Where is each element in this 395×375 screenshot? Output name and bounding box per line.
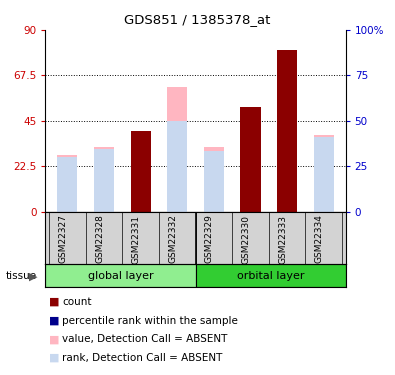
Bar [94, 149, 114, 212]
Text: GSM22327: GSM22327 [58, 214, 68, 263]
Text: percentile rank within the sample: percentile rank within the sample [62, 316, 238, 326]
Bar [204, 151, 224, 212]
Bar [94, 147, 114, 212]
Text: GSM22334: GSM22334 [315, 214, 324, 263]
Text: GSM22333: GSM22333 [278, 214, 287, 264]
Text: GDS851 / 1385378_at: GDS851 / 1385378_at [124, 13, 271, 26]
Bar [277, 50, 297, 212]
Bar [167, 87, 187, 212]
Text: orbital layer: orbital layer [237, 271, 304, 280]
Text: ■: ■ [49, 297, 60, 307]
Text: ▶: ▶ [28, 272, 37, 281]
Text: GSM22328: GSM22328 [95, 214, 104, 263]
Bar [130, 135, 150, 212]
Bar [130, 131, 150, 212]
Bar [57, 155, 77, 212]
Bar [167, 121, 187, 212]
Text: GSM22329: GSM22329 [205, 214, 214, 263]
Bar [196, 264, 346, 287]
Bar [204, 147, 224, 212]
Text: GSM22332: GSM22332 [168, 214, 177, 263]
Bar [57, 158, 77, 212]
Bar [277, 121, 297, 212]
Text: value, Detection Call = ABSENT: value, Detection Call = ABSENT [62, 334, 228, 344]
Text: global layer: global layer [88, 271, 153, 280]
Text: GSM22331: GSM22331 [132, 214, 141, 264]
Bar [277, 50, 297, 212]
Text: ■: ■ [49, 334, 60, 344]
Bar [130, 131, 150, 212]
Text: tissue: tissue [6, 272, 37, 281]
Bar [45, 264, 196, 287]
Bar [314, 135, 334, 212]
Bar [241, 125, 261, 212]
Text: ■: ■ [49, 353, 60, 363]
Text: rank, Detection Call = ABSENT: rank, Detection Call = ABSENT [62, 353, 223, 363]
Text: count: count [62, 297, 92, 307]
Bar [314, 137, 334, 212]
Text: ■: ■ [49, 316, 60, 326]
Bar [241, 107, 261, 212]
Text: GSM22330: GSM22330 [241, 214, 250, 264]
Bar [241, 107, 261, 212]
